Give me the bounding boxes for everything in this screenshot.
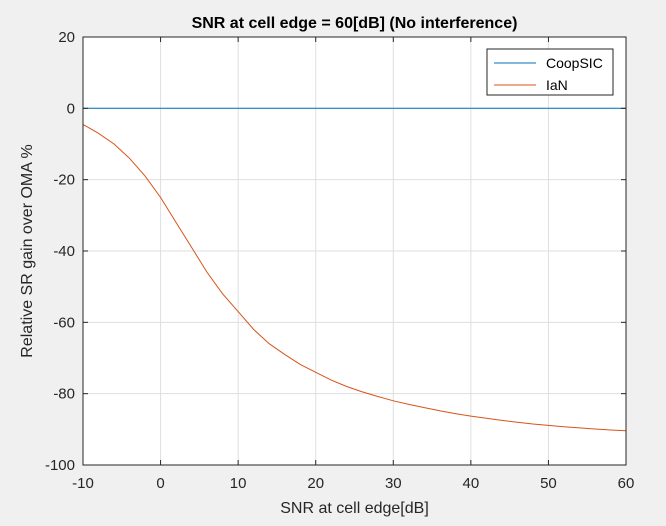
x-tick-label: 50: [540, 475, 557, 492]
y-tick-label: -20: [53, 172, 75, 189]
y-tick-label: -40: [53, 243, 75, 260]
series-line-ian: [82, 123, 627, 432]
y-tick-label: 20: [58, 29, 75, 46]
x-tick-label: 20: [307, 475, 324, 492]
x-tick-label: -10: [72, 475, 94, 492]
y-tick-label: -60: [53, 314, 75, 331]
legend-label-coopsic: CoopSIC: [546, 55, 603, 71]
x-tick-label: 0: [156, 475, 164, 492]
x-axis-label: SNR at cell edge[dB]: [280, 500, 429, 517]
y-tick-label: -100: [45, 457, 75, 474]
legend-box: [486, 48, 614, 96]
y-tick-label: 0: [67, 100, 75, 117]
chart-title: SNR at cell edge = 60[dB] (No interferen…: [192, 15, 518, 32]
x-tick-label: 30: [385, 475, 402, 492]
legend-label-ian: IaN: [546, 77, 568, 93]
y-tick-label: -80: [53, 386, 75, 403]
x-tick-label: 40: [463, 475, 480, 492]
y-axis-label: Relative SR gain over OMA %: [19, 144, 36, 357]
legend: CoopSIC IaN: [486, 48, 614, 96]
x-tick-label: 10: [230, 475, 247, 492]
series-lines: [82, 107, 627, 432]
x-tick-label: 60: [618, 475, 635, 492]
